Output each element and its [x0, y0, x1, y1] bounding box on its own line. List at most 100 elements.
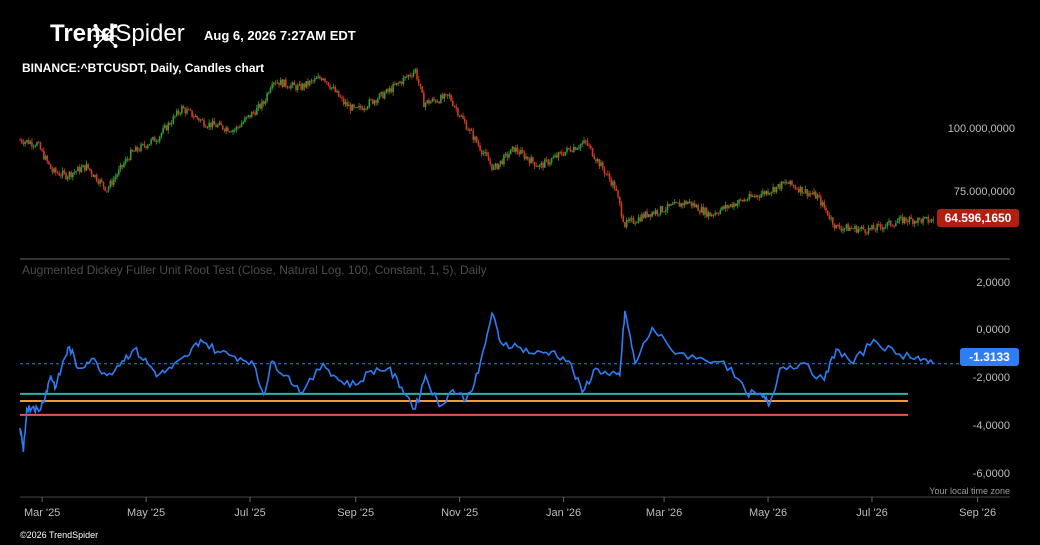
- candle-body: [881, 227, 884, 230]
- candle-up: [129, 147, 132, 161]
- candle-body: [581, 143, 584, 145]
- candle-down: [278, 82, 280, 88]
- candle-body: [501, 160, 504, 165]
- candle-up: [780, 181, 783, 192]
- candle-body: [494, 163, 497, 167]
- candle-body: [797, 189, 800, 193]
- candle-body: [595, 159, 597, 162]
- candle-down: [801, 186, 803, 197]
- candle-up: [552, 154, 555, 159]
- candle-down: [104, 186, 106, 192]
- candle-up: [651, 210, 653, 218]
- candle-up: [772, 183, 774, 194]
- timezone-note[interactable]: Your local time zone: [929, 486, 1010, 496]
- candle-body: [152, 137, 154, 140]
- candle-down: [797, 186, 800, 194]
- candle-up: [578, 144, 580, 151]
- candle-up: [266, 92, 268, 104]
- candle-body: [458, 115, 461, 117]
- candle-down: [918, 217, 921, 221]
- candle-body: [687, 202, 689, 204]
- timestamp: Aug 6, 2026 7:27AM EDT: [204, 28, 356, 43]
- candle-body: [516, 147, 519, 153]
- candle-up: [770, 191, 773, 197]
- candle-down: [562, 151, 565, 157]
- candle-body: [216, 124, 219, 128]
- candle-down: [717, 211, 720, 217]
- candle-body: [699, 210, 701, 213]
- candle-up: [550, 157, 553, 166]
- candle-up: [36, 141, 38, 147]
- candle-body: [27, 140, 30, 144]
- candle-body: [327, 82, 330, 86]
- candle-down: [646, 208, 648, 219]
- candle-body: [187, 109, 190, 111]
- candle-body: [409, 74, 412, 76]
- candle-body: [227, 127, 229, 132]
- candle-body: [837, 225, 839, 226]
- candle-body: [281, 79, 284, 88]
- candle-down: [177, 108, 180, 116]
- candle-up: [554, 152, 556, 158]
- candle-body: [172, 116, 175, 124]
- candle-body: [242, 121, 245, 124]
- candle-up: [82, 164, 84, 168]
- candle-body: [106, 190, 108, 192]
- candle-body: [412, 72, 415, 77]
- candle-down: [196, 115, 199, 120]
- candle-up: [859, 227, 861, 232]
- candle-down: [526, 156, 529, 161]
- candle-body: [32, 145, 35, 147]
- candle-body: [750, 194, 752, 197]
- candle-body: [232, 130, 234, 133]
- candle-body: [124, 159, 127, 164]
- candle-body: [114, 176, 117, 180]
- candle-body: [518, 152, 521, 155]
- candle-body: [629, 218, 631, 222]
- candle-up: [61, 167, 64, 179]
- candle-up: [181, 104, 183, 116]
- candle-body: [31, 141, 33, 147]
- candle-body: [41, 149, 43, 151]
- candle-down: [320, 77, 323, 82]
- candle-body: [624, 222, 626, 227]
- candle-body: [36, 142, 38, 146]
- candle-down: [221, 124, 224, 131]
- candle-body: [900, 216, 902, 218]
- candle-down: [65, 171, 67, 181]
- candle-down: [516, 144, 519, 155]
- candle-up: [267, 91, 270, 95]
- candle-body: [92, 174, 95, 177]
- candle-down: [230, 130, 233, 133]
- candle-body: [135, 146, 137, 152]
- candle-up: [925, 216, 928, 220]
- candle-up: [290, 82, 292, 91]
- candle-down: [48, 160, 50, 165]
- candle-up: [351, 103, 354, 111]
- candle-body: [44, 156, 47, 160]
- candle-up: [296, 83, 299, 93]
- candle-down: [89, 168, 91, 172]
- candle-body: [34, 145, 37, 147]
- candle-body: [194, 115, 197, 117]
- candle-down: [806, 188, 809, 200]
- candle-up: [414, 68, 417, 74]
- candle-down: [722, 205, 725, 211]
- candle-body: [181, 106, 183, 114]
- candle-body: [504, 153, 507, 155]
- candle-body: [233, 130, 236, 131]
- candle-down: [281, 79, 284, 89]
- candle-body: [111, 180, 113, 185]
- candle-up: [232, 128, 234, 135]
- candle-body: [303, 83, 306, 88]
- candle-down: [850, 225, 853, 230]
- candle-body: [603, 168, 606, 174]
- candle-down: [561, 149, 563, 157]
- candle-body: [780, 181, 783, 189]
- candle-down: [354, 106, 357, 109]
- candle-up: [247, 114, 250, 119]
- candle-down: [433, 96, 435, 103]
- candle-down: [434, 99, 437, 104]
- candle-body: [860, 226, 863, 229]
